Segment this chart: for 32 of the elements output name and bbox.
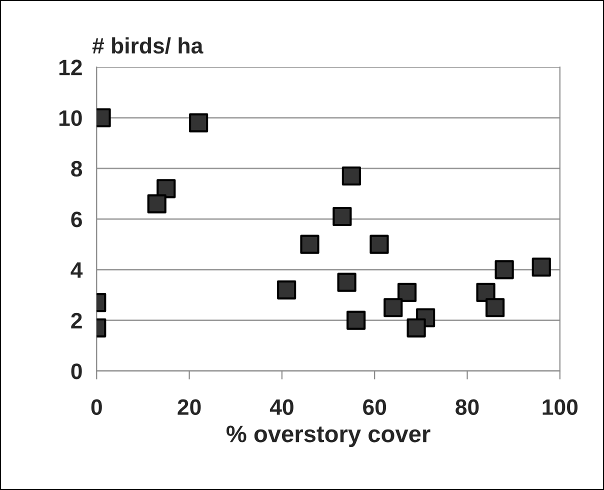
- point: [397, 282, 417, 302]
- point: [147, 194, 166, 214]
- point: [384, 298, 403, 318]
- point: [370, 234, 389, 254]
- x-tick-label: 100: [542, 399, 578, 416]
- point: [332, 206, 352, 226]
- y-tick-label: 4: [70, 262, 83, 278]
- point: [300, 234, 320, 254]
- point: [156, 179, 176, 198]
- point: [476, 282, 496, 302]
- point: [346, 310, 366, 330]
- y-tick-label: 6: [71, 212, 82, 228]
- y-tick-label: 0: [71, 363, 82, 380]
- y-axis-title: # birds/ ha: [92, 37, 204, 54]
- x-tick-label: 80: [456, 399, 479, 416]
- x-tick-label: 60: [363, 399, 386, 416]
- point: [486, 298, 505, 318]
- y-tick-label: 12: [59, 60, 82, 76]
- x-tick-label: 0: [91, 399, 102, 416]
- point: [406, 318, 426, 338]
- y-tick-label: 10: [59, 110, 82, 126]
- x-axis-title: % overstory cover: [226, 426, 430, 447]
- point: [494, 260, 514, 280]
- y-tick-label: 2: [71, 312, 82, 328]
- x-tick-label: 40: [270, 399, 294, 416]
- x-tick-label: 20: [178, 399, 201, 416]
- point: [342, 166, 361, 186]
- point: [277, 280, 296, 300]
- point: [189, 113, 208, 132]
- point: [337, 272, 356, 292]
- point: [532, 258, 551, 277]
- y-tick-label: 8: [71, 160, 82, 177]
